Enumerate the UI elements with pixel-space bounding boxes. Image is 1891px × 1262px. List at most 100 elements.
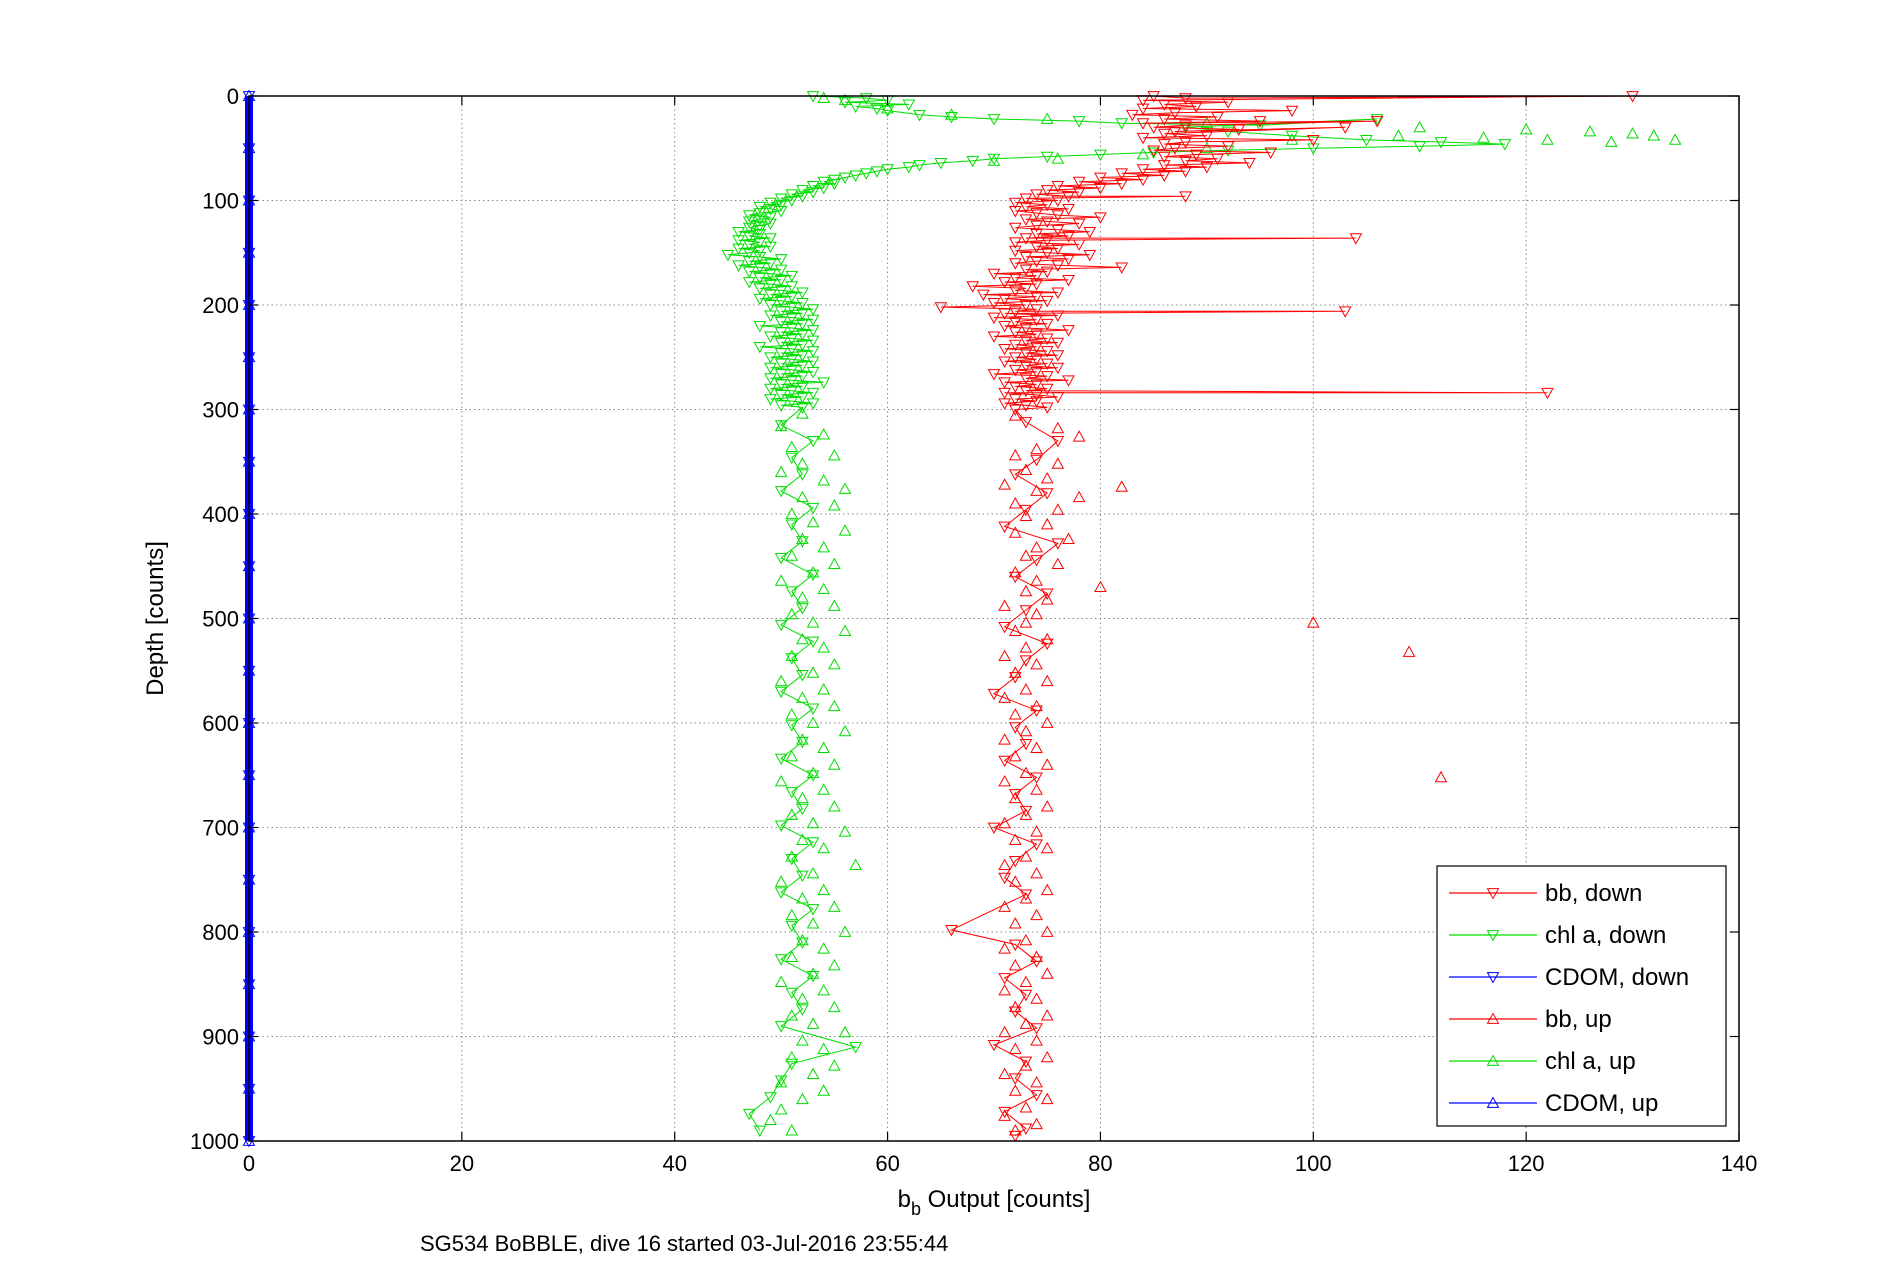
data-point xyxy=(870,166,884,178)
data-point xyxy=(1008,917,1022,929)
data-point xyxy=(859,93,873,105)
data-point xyxy=(806,1017,820,1029)
data-point xyxy=(806,837,820,849)
data-point xyxy=(828,557,841,570)
data-point xyxy=(838,1025,852,1038)
data-point xyxy=(806,967,820,979)
data-point xyxy=(1019,504,1033,517)
data-point xyxy=(838,524,852,536)
data-point xyxy=(1008,381,1022,394)
data-point xyxy=(817,942,831,954)
legend-item: chl a, down xyxy=(1449,922,1666,949)
data-point xyxy=(1030,208,1043,220)
data-point xyxy=(1008,394,1022,406)
data-point xyxy=(1008,1084,1022,1096)
x-tick-label: 120 xyxy=(1508,1151,1545,1176)
data-point xyxy=(945,108,958,120)
data-point xyxy=(817,1042,831,1054)
series-chl-a-up xyxy=(764,91,1682,1136)
data-point xyxy=(785,787,799,799)
data-point xyxy=(1019,975,1033,988)
data-point xyxy=(742,231,756,243)
data-point xyxy=(1349,233,1363,245)
data-point xyxy=(806,335,820,348)
data-point xyxy=(774,379,788,391)
data-point xyxy=(764,310,777,322)
data-point xyxy=(796,1092,809,1105)
data-point xyxy=(806,816,820,829)
data-point xyxy=(817,474,831,486)
data-point xyxy=(1040,841,1054,854)
data-point xyxy=(1008,316,1022,329)
data-point xyxy=(1030,314,1043,327)
data-point xyxy=(828,657,841,670)
x-axis-title: bb Output [counts] xyxy=(898,1186,1091,1219)
data-point xyxy=(1030,825,1043,837)
data-point xyxy=(1200,141,1214,154)
data-point xyxy=(753,237,767,249)
data-point xyxy=(1179,93,1192,105)
data-point xyxy=(1030,304,1043,316)
data-point xyxy=(774,552,788,565)
data-point xyxy=(817,428,831,440)
data-point xyxy=(785,749,799,762)
data-point xyxy=(764,233,777,245)
data-point xyxy=(1072,490,1086,503)
data-point xyxy=(1221,141,1235,153)
data-point xyxy=(753,272,767,285)
data-point xyxy=(764,362,777,375)
data-point xyxy=(998,521,1011,534)
data-point xyxy=(764,300,777,312)
data-point xyxy=(753,283,767,295)
data-point xyxy=(1157,99,1171,111)
data-point xyxy=(774,887,788,899)
data-point xyxy=(987,312,1001,325)
data-point xyxy=(998,1025,1011,1038)
data-point xyxy=(838,97,852,109)
data-point xyxy=(1019,214,1033,226)
data-point xyxy=(796,371,809,383)
data-point xyxy=(817,377,831,389)
data-point xyxy=(1040,199,1054,212)
data-point xyxy=(1008,352,1022,364)
data-point xyxy=(1030,839,1043,851)
data-point xyxy=(1051,435,1065,448)
data-point xyxy=(1051,362,1065,375)
data-point xyxy=(753,214,767,226)
data-point xyxy=(753,341,767,354)
data-point xyxy=(753,321,767,333)
data-point xyxy=(732,260,745,272)
data-point xyxy=(1030,279,1043,291)
data-point xyxy=(1008,749,1022,762)
data-point xyxy=(1051,152,1065,164)
data-point xyxy=(1019,360,1033,373)
data-point xyxy=(998,691,1011,703)
x-axis-title-rest: Output [counts] xyxy=(921,1186,1090,1213)
data-point xyxy=(1040,967,1054,979)
data-point xyxy=(1062,325,1075,337)
data-point xyxy=(764,1113,777,1125)
data-point xyxy=(764,394,777,406)
data-point xyxy=(1094,212,1107,224)
data-point xyxy=(1008,272,1022,285)
data-point xyxy=(1147,145,1160,157)
data-point xyxy=(774,619,788,632)
data-point xyxy=(1306,616,1320,628)
data-point xyxy=(1030,1117,1043,1130)
data-point xyxy=(1115,262,1129,274)
data-point xyxy=(1157,114,1171,126)
data-point xyxy=(1062,532,1075,544)
data-point xyxy=(1030,270,1043,283)
data-point xyxy=(806,187,820,199)
data-point xyxy=(998,942,1011,954)
data-point xyxy=(806,304,820,316)
data-point xyxy=(1136,132,1150,145)
data-point xyxy=(753,208,767,220)
legend: bb, down chl a, down CDOM, down bb, up chl a… xyxy=(1436,865,1727,1127)
data-point xyxy=(1200,130,1214,143)
data-point xyxy=(1030,1023,1043,1035)
legend-label: CDOM, down xyxy=(1545,964,1689,991)
data-point xyxy=(1189,101,1203,113)
data-point xyxy=(774,348,788,360)
data-point xyxy=(828,448,841,461)
